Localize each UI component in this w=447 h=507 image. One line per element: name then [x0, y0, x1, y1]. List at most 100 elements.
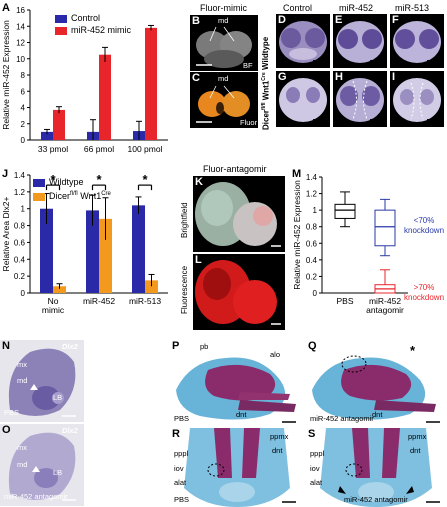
- tick-label-m-y: 1.4: [306, 173, 318, 182]
- p-dnt: dnt: [236, 410, 247, 419]
- bar-j-dicer: [53, 286, 66, 293]
- tick-label-j-y: 0.4: [14, 255, 26, 264]
- panel-a-letter: A: [2, 2, 10, 14]
- image-p: [170, 340, 304, 426]
- o-md: md: [17, 460, 28, 469]
- panel-h-letter: H: [335, 71, 343, 83]
- tick-label-j-y: 0: [21, 289, 26, 298]
- c-fluor: Fluor: [240, 118, 258, 127]
- bar-j-dicer: [145, 280, 158, 293]
- panel-r-letter: R: [172, 428, 180, 440]
- tick-label-a-y: 0: [21, 136, 26, 145]
- legend-a: Control miR-452 mimic: [55, 12, 131, 36]
- image-b: [190, 15, 258, 71]
- image-k: [193, 176, 285, 252]
- panel-m-letter: M: [292, 168, 302, 180]
- g-gene: Dlx2: [312, 117, 328, 126]
- tick-label-m-y: 0: [313, 289, 318, 298]
- tick-label-a-y: 4: [21, 104, 26, 113]
- n-md: md: [17, 376, 28, 385]
- tick-label-a-y: 8: [21, 71, 26, 80]
- r-dnt: dnt: [272, 446, 283, 455]
- bar-j-wildtype: [86, 210, 99, 293]
- h-gene: Dlx2: [369, 117, 385, 126]
- header-mir452: miR-452: [339, 3, 374, 13]
- tick-label-j-y: 0.6: [14, 238, 26, 247]
- signif-star-j: *: [96, 172, 102, 187]
- legend-swatch-mimic: [55, 26, 67, 35]
- image-l: [193, 254, 285, 330]
- box-m: [334, 203, 356, 219]
- r-iov: iov: [174, 464, 184, 473]
- tick-label-j-y: 1: [21, 205, 26, 214]
- tick-label-m-y: 0.6: [306, 239, 318, 248]
- panel-q-letter: Q: [308, 340, 317, 352]
- tick-label-j-x: No: [48, 296, 59, 306]
- signif-star-j: *: [50, 172, 56, 187]
- chart-m: 0 0.2 0.4 0.6 0.8 1 1.2 1.4 Relative miR-452 Exp…: [292, 173, 408, 315]
- tick-label-a-x: 66 pmol: [84, 144, 114, 154]
- s-dnt: dnt: [410, 446, 421, 455]
- bar-a-mimic: [145, 27, 157, 140]
- tick-label-j-y: 1.4: [14, 171, 26, 180]
- panel-s-letter: S: [308, 428, 316, 440]
- m-annotation-lt70: <70% knockdown: [404, 216, 445, 235]
- e-gene: Dlx2: [369, 58, 385, 67]
- tick-label-a-y: 6: [21, 87, 26, 96]
- tick-label-a-x: 100 pmol: [128, 144, 163, 154]
- tick-label-m-y: 1: [313, 206, 318, 215]
- image-i: [390, 71, 444, 127]
- m-annotation-gt70: >70% knockdown: [404, 283, 445, 302]
- panel-n-letter: N: [2, 340, 10, 352]
- legend-control: Control: [71, 13, 101, 23]
- bar-j-wildtype: [40, 208, 53, 293]
- image-r: [170, 428, 304, 507]
- r-pppl: pppl: [174, 449, 189, 458]
- q-cond: miR-452 antagomir: [310, 414, 374, 423]
- ylabel-m: Relative miR-452 Expression: [292, 180, 302, 290]
- tick-label-m-y: 0.4: [306, 256, 318, 265]
- panel-i-letter: I: [392, 71, 396, 83]
- tick-label-a-x: 33 pmol: [38, 144, 68, 154]
- legend-swatch-dicer: [33, 192, 45, 201]
- tick-label-a-y: 16: [16, 6, 25, 15]
- tick-label-m-y: 1.2: [306, 190, 318, 199]
- legend-dicer: Dicerfl/fl Wnt1Cre: [49, 191, 111, 201]
- s-ppmx: ppmx: [408, 432, 427, 441]
- q-star: *: [410, 343, 416, 358]
- legend-swatch-wildtype: [33, 178, 45, 187]
- image-q: [306, 340, 447, 426]
- tick-label-m-y: 0.2: [306, 272, 318, 281]
- n-cond: PBS: [4, 408, 20, 417]
- tick-label-m-x: antagomir: [366, 305, 404, 315]
- signif-star-j: *: [142, 172, 148, 187]
- o-lb: LB: [53, 468, 63, 477]
- ylabel-a: Relative miR-452 Expression: [1, 20, 11, 130]
- tick-label-m-x: miR-452: [369, 296, 401, 306]
- n-lb: LB: [53, 393, 63, 402]
- legend-j: Wildtype Dicerfl/fl Wnt1Cre: [33, 176, 111, 202]
- image-f: [390, 14, 444, 68]
- r-ppmx: ppmx: [270, 432, 289, 441]
- r-alat: alat: [174, 478, 187, 487]
- bar-a-mimic: [99, 54, 111, 140]
- image-o: [0, 424, 84, 506]
- f-gene: Dlx2: [426, 58, 442, 67]
- panel-d-letter: D: [278, 14, 286, 26]
- tick-label-a-y: 2: [21, 120, 26, 129]
- chart-j: 0 0.2 0.4 0.6 0.8 1 1.2 1.4 Relative Area Dlx2+ *…: [1, 171, 168, 315]
- tick-label-a-y: 10: [16, 55, 25, 64]
- bar-a-mimic: [53, 109, 65, 140]
- p-pb: pb: [200, 342, 209, 351]
- p-cond: PBS: [174, 414, 190, 423]
- s-pppl: pppl: [310, 449, 325, 458]
- bar-a-control: [41, 131, 53, 140]
- tick-label-j-y: 1.2: [14, 188, 26, 197]
- legend-swatch-control: [55, 14, 67, 23]
- bar-j-wildtype: [132, 205, 145, 293]
- n-mx: mx: [17, 360, 27, 369]
- tick-label-j-x: miR-452: [83, 296, 115, 306]
- n-gene: Dlx2: [62, 342, 78, 351]
- p-alo: alo: [270, 350, 281, 359]
- b-md: md: [218, 16, 229, 25]
